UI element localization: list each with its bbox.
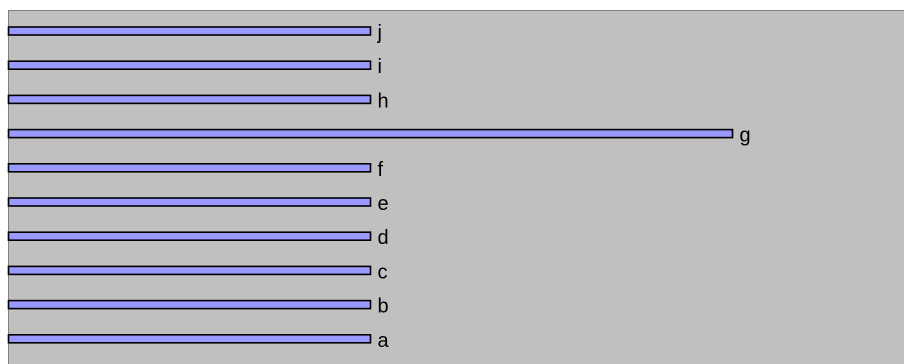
bar-label-h: h	[378, 90, 389, 112]
bar-label-c: c	[378, 261, 388, 283]
bar-label-a: a	[378, 330, 390, 352]
bar-label-f: f	[378, 159, 384, 181]
bar-j	[7, 26, 372, 36]
bars-layer	[7, 26, 734, 344]
bar-h	[7, 94, 372, 105]
bar-c	[7, 265, 372, 276]
bar-e	[7, 197, 372, 207]
bar-label-j: j	[377, 22, 382, 44]
bar-b	[7, 299, 372, 310]
bar-label-d: d	[378, 227, 389, 249]
bar-label-b: b	[378, 296, 389, 318]
bar-label-e: e	[378, 193, 389, 215]
bar-d	[7, 231, 372, 241]
bar-label-i: i	[378, 56, 382, 78]
bar-g	[7, 128, 734, 139]
bar-label-g: g	[740, 125, 751, 147]
bar-a	[7, 333, 372, 344]
bar-f	[7, 163, 372, 173]
bar-i	[7, 60, 372, 71]
